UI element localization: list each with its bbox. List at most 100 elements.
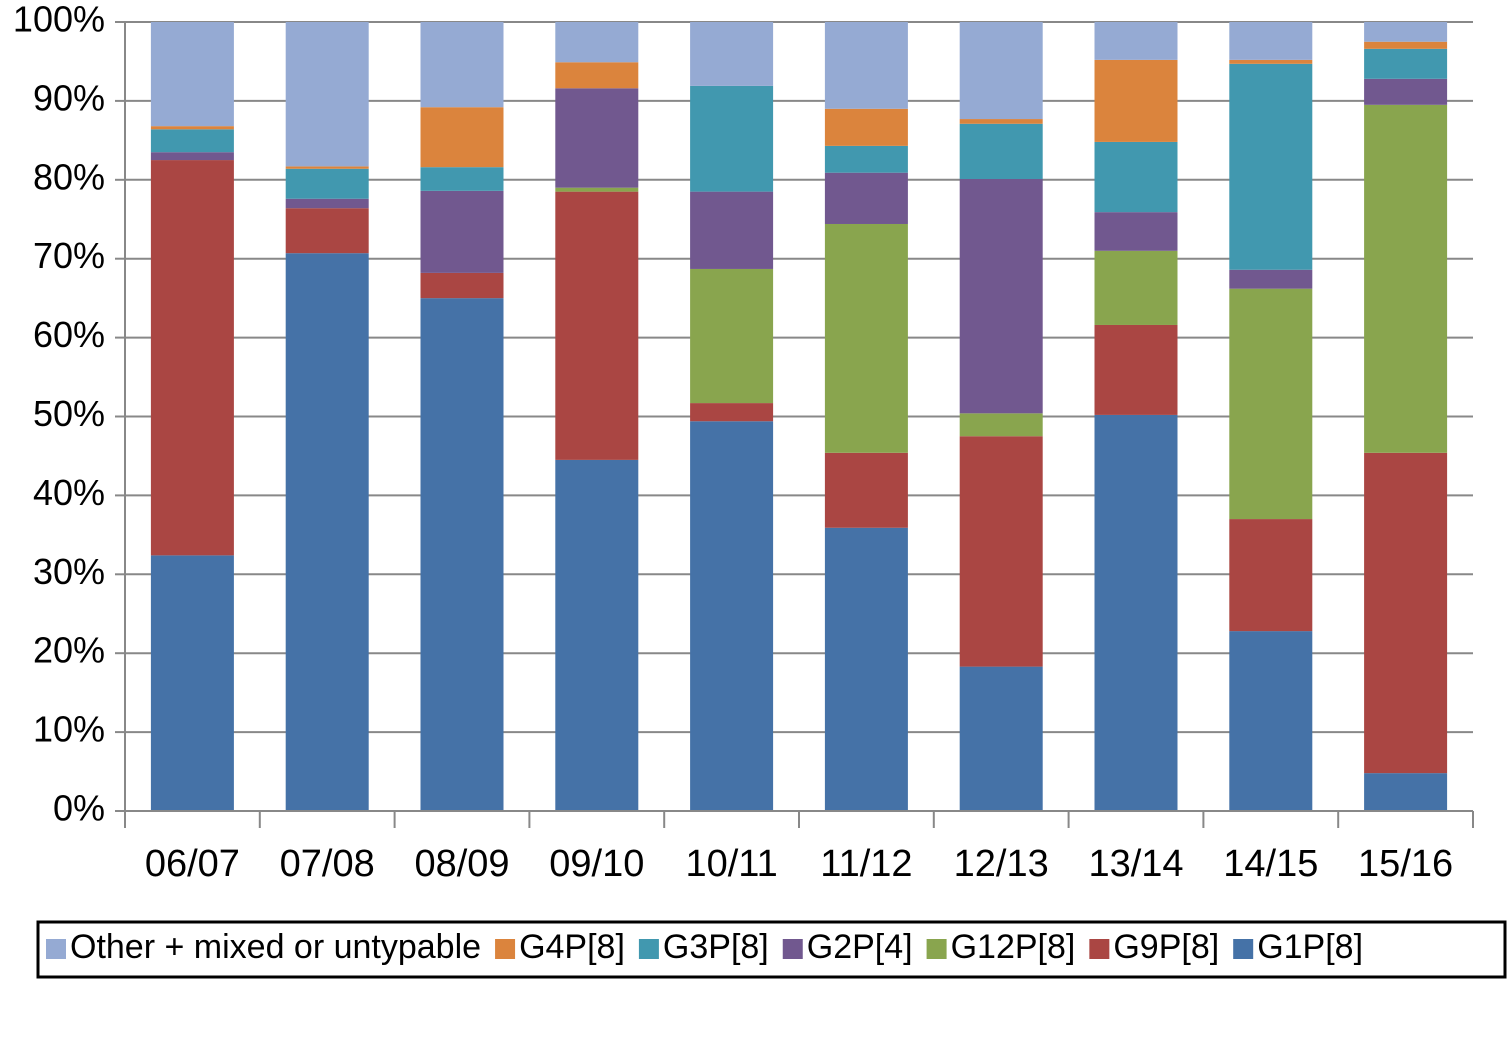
y-tick-label: 50%: [33, 393, 105, 434]
bar-segment: [555, 62, 639, 89]
bar-segment: [285, 168, 369, 199]
x-tick-label: 12/13: [954, 843, 1049, 885]
bar-segment: [555, 88, 639, 188]
bar-segment: [1364, 22, 1448, 42]
legend-label: G9P[8]: [1113, 928, 1219, 966]
bar-segment: [555, 187, 639, 192]
y-tick-label: 0%: [53, 788, 105, 829]
bar-segment: [1094, 414, 1178, 811]
bar-segment: [959, 666, 1043, 811]
bar-segment: [1094, 250, 1178, 325]
bar-segment: [1094, 141, 1178, 213]
bar-segment: [555, 22, 639, 63]
x-tick-label: 13/14: [1088, 843, 1183, 885]
bar-segment: [285, 22, 369, 167]
bar-segment: [150, 160, 234, 556]
bar-segment: [1229, 631, 1313, 811]
legend-label: G1P[8]: [1257, 928, 1363, 966]
y-tick-label: 90%: [33, 77, 105, 118]
bar-segment: [1364, 452, 1448, 774]
bar-segment: [959, 119, 1043, 124]
bar-segment: [150, 555, 234, 811]
x-tick-label: 14/15: [1223, 843, 1318, 885]
legend-swatch: [495, 939, 516, 959]
bar-segment: [420, 190, 504, 273]
y-tick-label: 60%: [33, 314, 105, 355]
legend-swatch: [926, 939, 947, 959]
bar-segment: [959, 123, 1043, 180]
bar-segment: [1364, 78, 1448, 105]
bar-segment: [1094, 324, 1178, 415]
bar-segment: [1229, 269, 1313, 289]
x-tick-label: 15/16: [1358, 843, 1453, 885]
bar-segment: [1229, 22, 1313, 60]
bar-segment: [1229, 288, 1313, 520]
bar-segment: [690, 22, 774, 86]
bar-segment: [1364, 773, 1448, 811]
legend-swatch: [46, 939, 66, 959]
bar-segment: [690, 421, 774, 811]
bar-segment: [959, 413, 1043, 437]
bar-segment: [824, 172, 908, 224]
bar-segment: [959, 22, 1043, 120]
bar-segment: [1229, 519, 1313, 632]
legend-label: G3P[8]: [663, 928, 769, 966]
bar-segment: [555, 459, 639, 811]
legend-box: [36, 920, 1507, 979]
bar-segment: [959, 436, 1043, 667]
bar-segment: [1364, 104, 1448, 453]
bar-segment: [420, 107, 504, 168]
bar-segment: [824, 527, 908, 811]
bar-segment: [690, 85, 774, 192]
bar-segment: [1364, 48, 1448, 79]
bar-segment: [555, 191, 639, 460]
legend-label: G2P[4]: [807, 928, 913, 966]
bar-segment: [285, 253, 369, 811]
y-tick-label: 40%: [33, 472, 105, 513]
legend-swatch: [1233, 939, 1254, 959]
legend-label: G4P[8]: [519, 928, 625, 966]
x-tick-label: 09/10: [549, 843, 644, 885]
bar-segment: [285, 208, 369, 254]
bar-segment: [285, 198, 369, 209]
bar-segment: [690, 268, 774, 404]
y-tick-label: 20%: [33, 630, 105, 671]
bar-segment: [285, 166, 369, 169]
legend-label: G12P[8]: [951, 928, 1076, 966]
bar-segment: [824, 223, 908, 453]
bar-segment: [824, 108, 908, 146]
y-tick-label: 30%: [33, 551, 105, 592]
y-tick-label: 80%: [33, 156, 105, 197]
legend-label: Other + mixed or untypable: [70, 928, 481, 966]
x-tick-label: 11/12: [820, 843, 912, 885]
bar-segment: [1094, 212, 1178, 251]
x-tick-label: 08/09: [414, 843, 509, 885]
bar-segment: [150, 126, 234, 130]
bar-segment: [150, 152, 234, 161]
bar-segment: [690, 403, 774, 422]
bar-segment: [1364, 41, 1448, 49]
x-tick-label: 10/11: [685, 843, 777, 885]
y-tick-label: 70%: [33, 235, 105, 276]
bar-segment: [1229, 59, 1313, 64]
bar-segment: [824, 22, 908, 109]
bar-segment: [150, 22, 234, 127]
bar-segment: [420, 167, 504, 191]
legend-swatch: [1089, 939, 1110, 959]
x-tick-label: 07/08: [280, 843, 375, 885]
bar-segment: [824, 145, 908, 173]
bar-segment: [1094, 59, 1178, 142]
bar-segment: [690, 191, 774, 269]
bar-segment: [420, 22, 504, 108]
y-tick-label: 10%: [33, 709, 105, 750]
bar-segment: [150, 129, 234, 153]
bar-segment: [1094, 22, 1178, 60]
bar-segment: [959, 179, 1043, 414]
bar-segment: [420, 272, 504, 299]
x-tick-label: 06/07: [145, 843, 240, 885]
y-tick-label: 100%: [13, 0, 105, 40]
bar-segment: [824, 452, 908, 528]
bar-segment: [1229, 63, 1313, 270]
legend-swatch: [638, 939, 659, 959]
